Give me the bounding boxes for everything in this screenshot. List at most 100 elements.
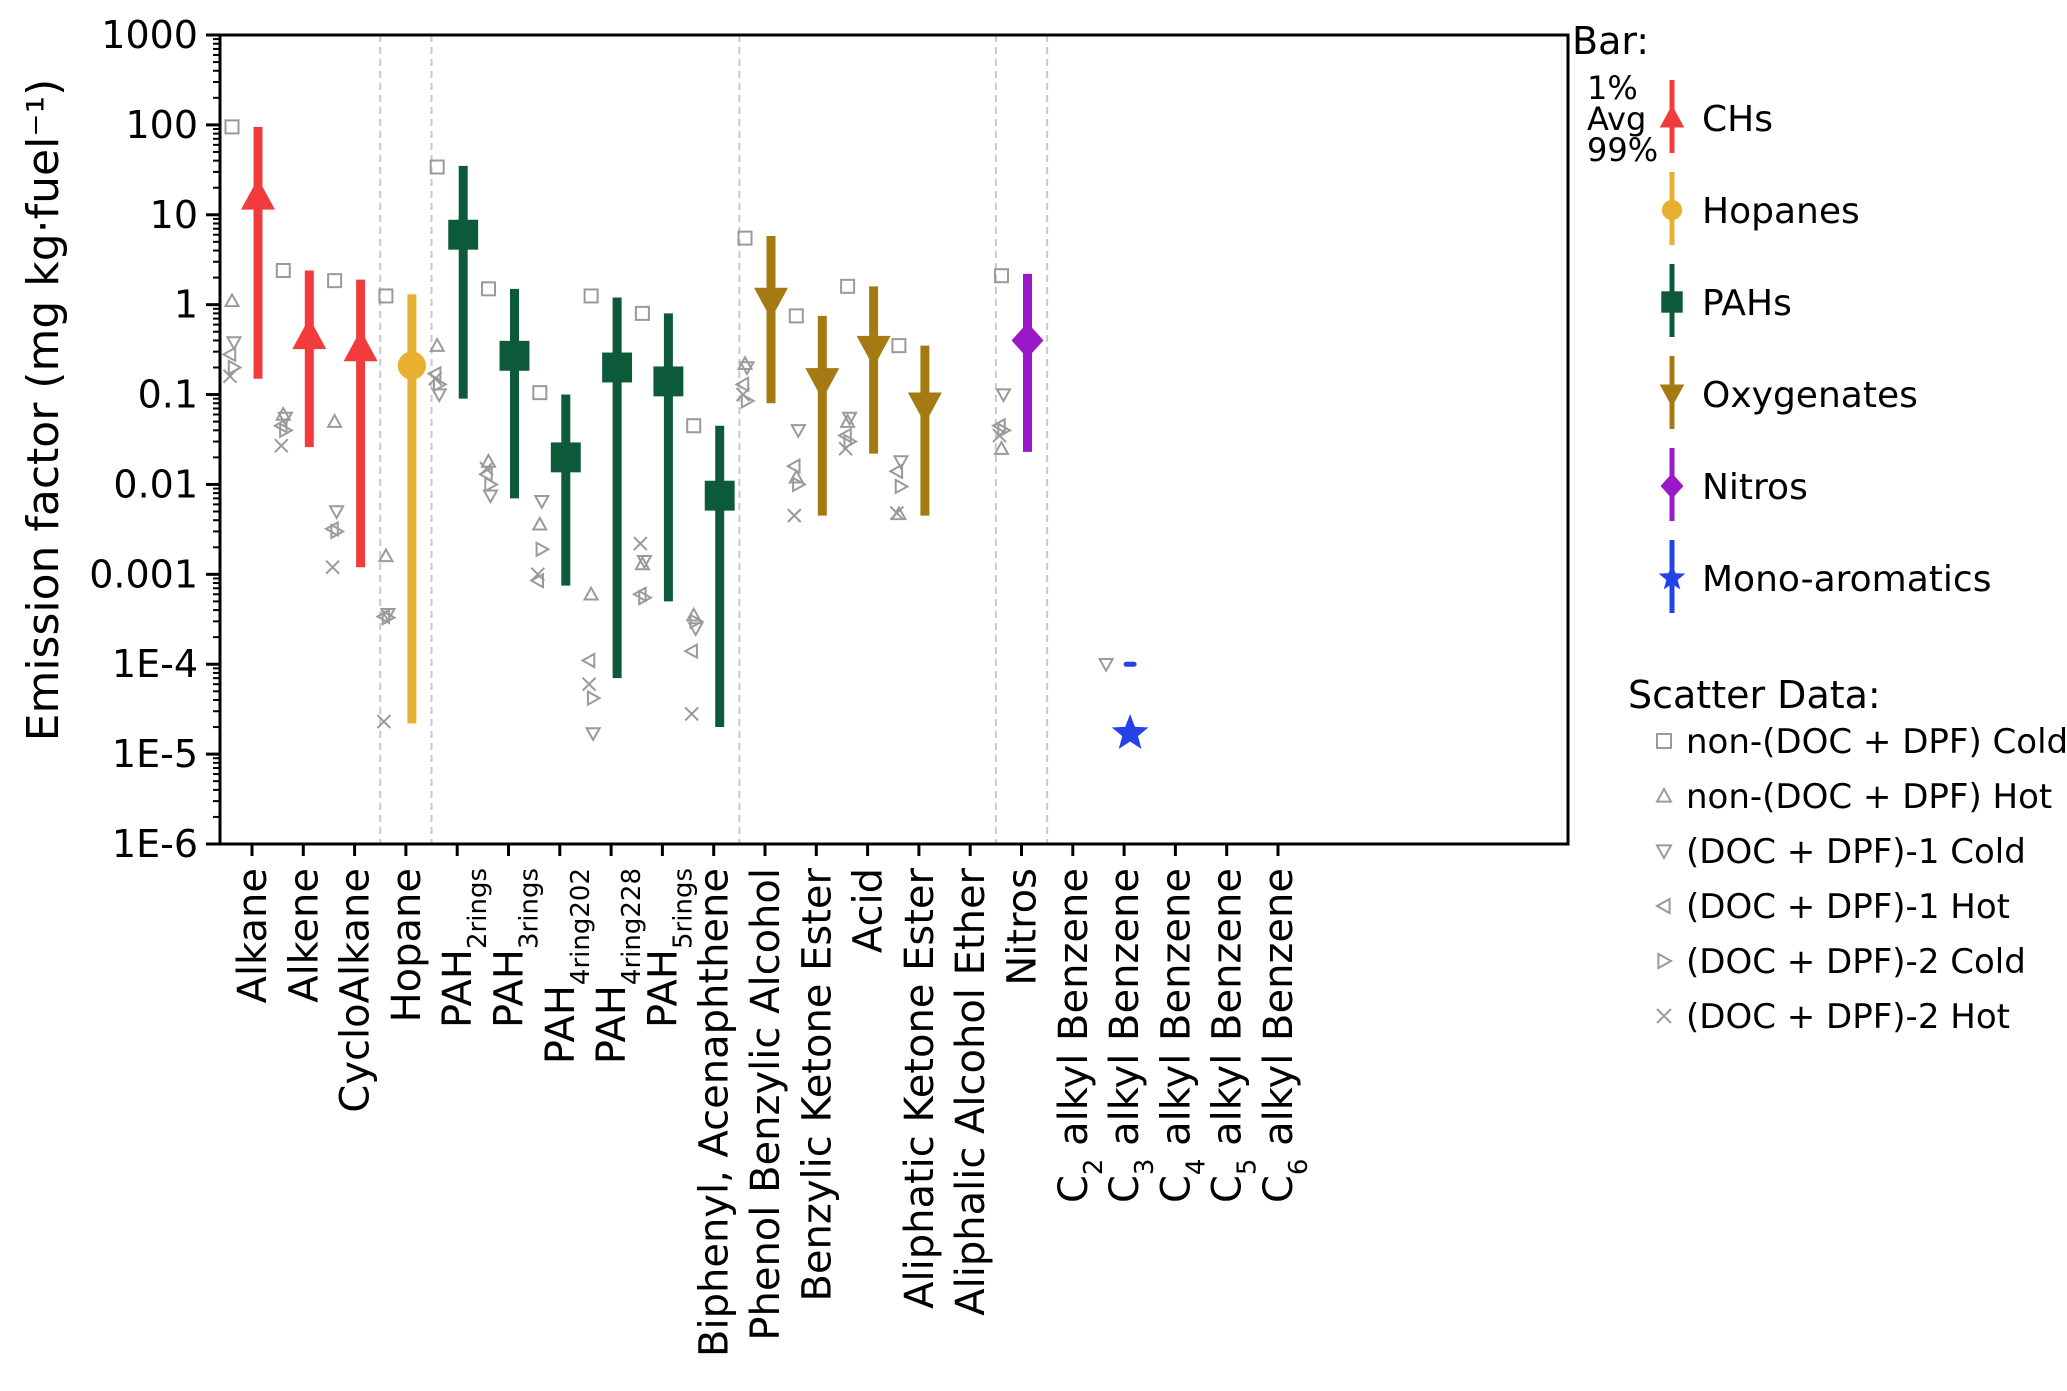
category-main: Nitros [1000, 868, 1046, 986]
plot-area-frame [218, 33, 1570, 846]
legend-scatter-marker [1655, 786, 1673, 803]
category-subscript: 4 [1181, 1159, 1211, 1176]
scatter-point-down [431, 388, 448, 404]
x-category-label: PAH4ring228 [589, 868, 647, 1064]
legend-label: PAHs [1702, 283, 1792, 324]
x-category-label: Aliphatic Ketone Ester [897, 867, 943, 1308]
category-main: CycloAlkane [333, 868, 379, 1113]
scatter-point-square [481, 281, 496, 297]
category-main: Benzylic Ketone Ester [794, 867, 840, 1301]
category-main: Alkene [281, 868, 327, 1003]
x-category-label: Alkene [281, 868, 327, 1003]
bar-avg-marker [856, 335, 891, 368]
scatter-points [221, 119, 1115, 742]
category-rest: alkyl Benzene [1205, 868, 1251, 1159]
legend-label: CHs [1702, 99, 1773, 140]
range-bar-13 [907, 345, 942, 516]
legend-scatter-item: (DOC + DPF)-2 Hot [1656, 997, 2010, 1037]
range-bars [241, 126, 1149, 749]
scatter-point-square [686, 418, 702, 434]
legend-scatter-label: non-(DOC + DPF) Cold [1686, 722, 2067, 762]
bar-avg-marker [1011, 322, 1044, 359]
legend-scatter-label: (DOC + DPF)-1 Cold [1686, 832, 2026, 872]
bar-avg-marker [292, 317, 327, 350]
scatter-point-down [687, 622, 704, 638]
scatter-point-x [325, 560, 340, 575]
bar-avg-marker [907, 392, 942, 424]
legend-bar-key: Avg [1587, 100, 1646, 138]
legend-scatter-label: (DOC + DPF)-2 Hot [1686, 997, 2010, 1037]
category-main: Aliphatic Ketone Ester [897, 867, 943, 1308]
scatter-point-right [586, 689, 602, 707]
legend-scatter-title: Scatter Data: [1628, 673, 1881, 717]
range-bar-9 [704, 425, 735, 728]
category-main: Aliphalic Alcohol Ether [948, 867, 994, 1315]
scatter-point-right [689, 613, 705, 630]
range-bar-6 [550, 394, 581, 586]
category-subscript: 6 [1284, 1159, 1314, 1176]
scatter-point-down [277, 411, 294, 427]
scatter-point-down [636, 554, 653, 570]
category-main: Acid [846, 868, 892, 953]
bar-avg-marker [1111, 714, 1149, 749]
x-category-label: Acid [846, 868, 892, 953]
scatter-point-square [583, 288, 599, 304]
legend-scatter-item: non-(DOC + DPF) Cold [1656, 722, 2067, 762]
scatter-point-up [788, 468, 805, 484]
legend-avg-marker [1658, 564, 1686, 590]
group-separators [379, 35, 1049, 844]
category-rest: alkyl Benzene [1102, 868, 1148, 1159]
legend-scatter-label: non-(DOC + DPF) Hot [1686, 777, 2052, 817]
x-category-label: C4 alkyl Benzene [1153, 868, 1211, 1203]
category-subscript: 3rings [515, 868, 545, 949]
scatter-point-x [735, 387, 751, 402]
bar-avg-marker [704, 480, 735, 511]
legend-item-chs: CHs [1659, 80, 1773, 153]
scatter-point-down [738, 361, 756, 377]
category-subscript: 5rings [668, 868, 698, 949]
category-main: C [1102, 1175, 1148, 1203]
scatter-point-x [376, 714, 392, 729]
scatter-point-right [484, 476, 500, 493]
x-axis-category-labels: Alkane Alkene CycloAlkane Hopane PAH2ringsPA… [230, 844, 1314, 1357]
scatter-point-right [433, 376, 448, 393]
bar-avg-marker [602, 352, 633, 383]
legend-scatter-marker [1654, 897, 1671, 915]
scatter-point-x [633, 536, 648, 551]
category-main: C [1205, 1175, 1251, 1203]
legend-scatter-label: (DOC + DPF)-1 Hot [1686, 887, 2010, 927]
scatter-point-x [889, 505, 905, 521]
bar-avg-marker [343, 329, 378, 362]
scatter-point-down [584, 727, 602, 742]
scatter-point-right [894, 478, 910, 495]
scatter-point-left [683, 642, 698, 660]
category-main: PAH [640, 949, 686, 1028]
scatter-point-right [381, 609, 397, 626]
category-main: PAH [589, 985, 635, 1064]
y-tick-label: 1 [174, 283, 198, 327]
category-rest: alkyl Benzene [1256, 868, 1302, 1159]
legend-scatter-item: (DOC + DPF)-1 Hot [1654, 887, 2010, 927]
x-category-label: C5 alkyl Benzene [1205, 868, 1263, 1203]
scatter-point-square [378, 288, 394, 304]
x-category-label: Biphenyl, Acenaphthene [692, 868, 738, 1357]
x-category-label: Phenol Benzylic Alcohol [743, 868, 789, 1341]
range-bar-2 [343, 279, 378, 568]
legend-label: Hopanes [1702, 191, 1860, 232]
scatter-point-right [740, 392, 756, 410]
scatter-point-x [530, 567, 546, 582]
legend-label: Oxygenates [1702, 375, 1918, 416]
range-bar-3 [397, 294, 426, 724]
category-subscript: 4ring228 [617, 868, 647, 985]
range-bar-10 [754, 236, 788, 404]
scatter-point-square [891, 338, 907, 354]
legend-bar-key: 1% [1587, 69, 1638, 107]
scatter-point-down [841, 411, 858, 427]
scatter-point-down [533, 495, 550, 510]
legend-item-hopanes: Hopanes [1661, 172, 1860, 245]
category-subscript: 5 [1233, 1159, 1263, 1176]
y-tick-label: 1000 [101, 13, 198, 57]
range-bar-11 [805, 315, 840, 516]
range-bar-8 [653, 313, 684, 602]
